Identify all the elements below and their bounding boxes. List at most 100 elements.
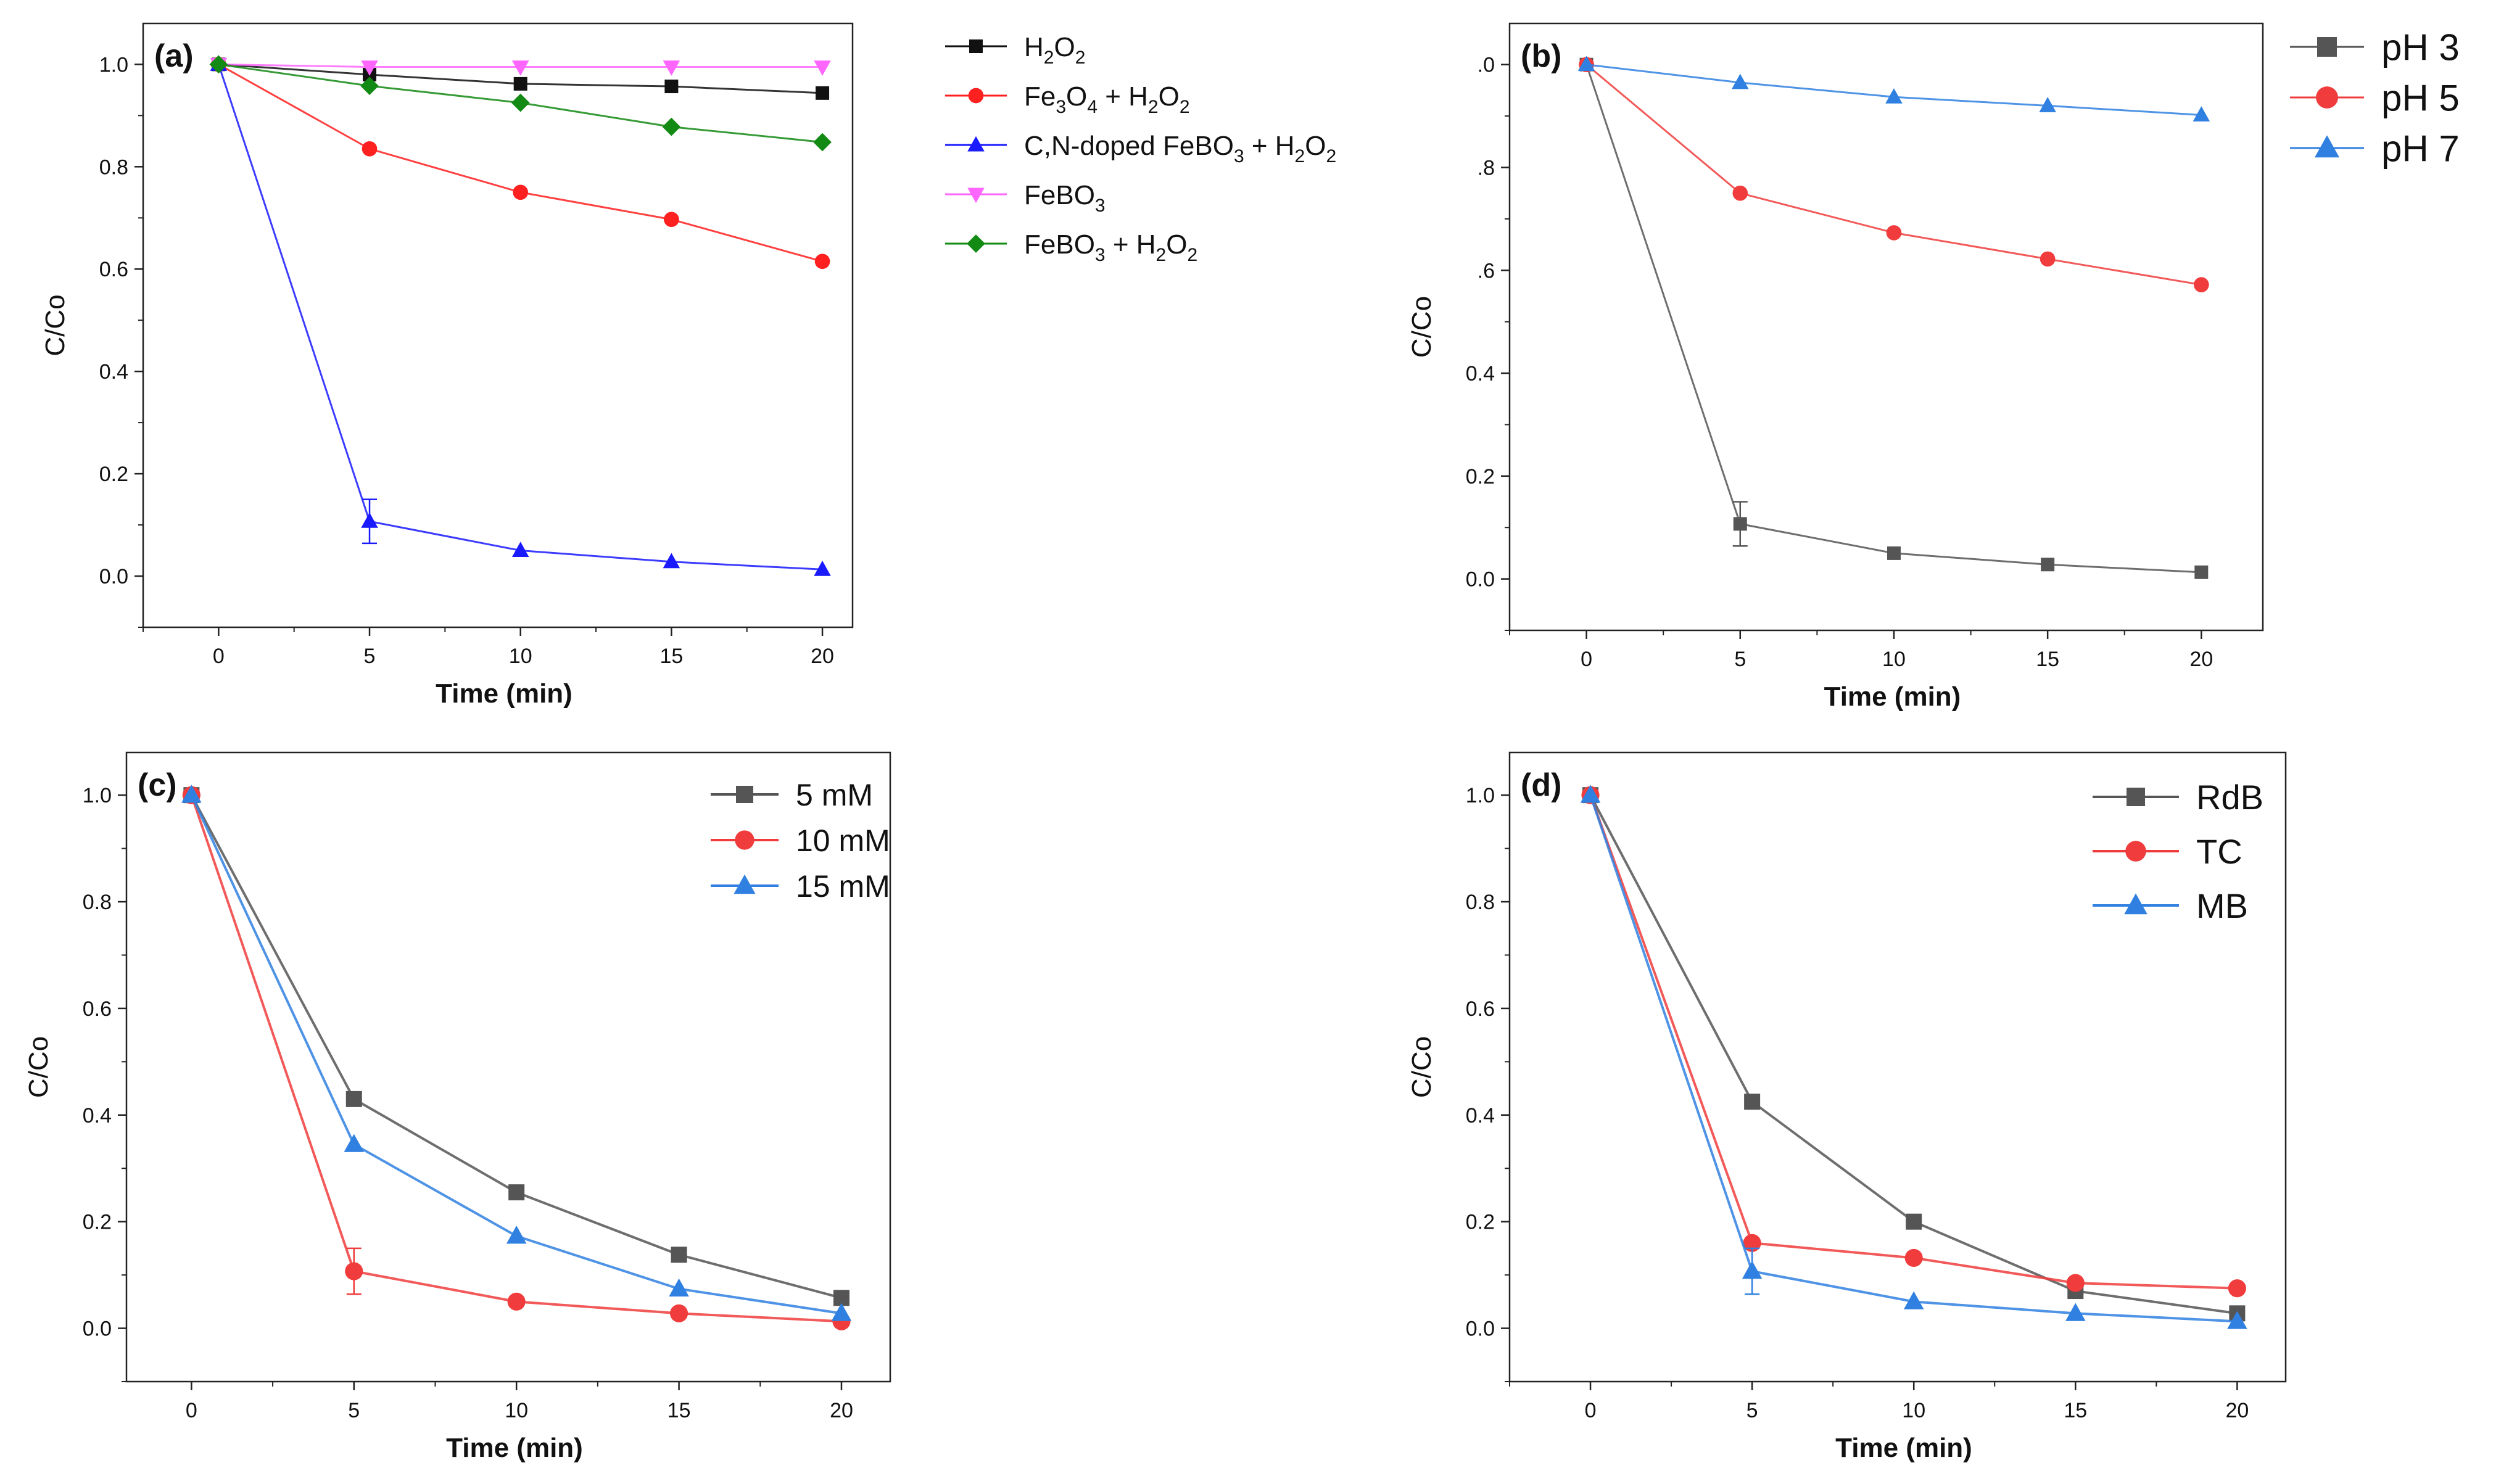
legend-item: pH 5 (2290, 78, 2460, 119)
data-point (814, 254, 830, 270)
data-point (2041, 558, 2055, 572)
data-point (360, 76, 379, 96)
x-tick-label: 20 (830, 1399, 853, 1422)
x-tick-label: 5 (364, 645, 376, 668)
y-tick-label: 0.6 (1466, 997, 1495, 1021)
legend-label: pH 3 (2381, 27, 2460, 68)
legend-text-part: + H (1106, 229, 1156, 260)
y-tick-label: .6 (1478, 259, 1495, 282)
data-point (2228, 1279, 2246, 1298)
legend-label: pH 7 (2381, 128, 2460, 170)
legend-text-part: O (1054, 32, 1075, 62)
series-line (190, 794, 842, 1300)
x-axis-label: Time (min) (436, 678, 572, 709)
panel-label: (a) (154, 38, 194, 74)
x-tick-label: 15 (668, 1399, 691, 1422)
chart-panel-b: 0 5 10 15 20 0.0 0.2 0.4 .6 .8 .0 Time (min) C/Co (b)… (1407, 22, 2460, 712)
legend-item: 15 mM (711, 869, 890, 904)
data-point (361, 60, 378, 76)
y-tick-label: 0.2 (99, 463, 128, 486)
data-point (513, 184, 529, 200)
legend-text-part: O (1166, 229, 1187, 260)
data-point (1742, 1261, 1763, 1279)
legend-item: 5 mM (711, 778, 873, 812)
series-mb (1580, 785, 2247, 1329)
legend-text-part: FeBO (1024, 180, 1095, 210)
y-tick-label: 0.4 (1466, 362, 1495, 385)
legend-subscript: 3 (1095, 245, 1106, 265)
legend-label: MB (2196, 886, 2248, 925)
chart-panel-a: 0 5 10 15 20 0.0 0.2 0.4 0.6 0.8 1.0 Time (min) C/Co… (40, 22, 1336, 709)
series-ph-7 (1577, 56, 2210, 122)
y-tick-label: 1.0 (99, 53, 128, 76)
legend-subscript: 2 (1187, 245, 1197, 265)
data-point (669, 1278, 689, 1296)
data-point (664, 80, 679, 94)
series-line (1589, 794, 2238, 1315)
x-tick-label: 10 (509, 645, 532, 668)
legend: 5 mM 10 mM 15 mM (711, 778, 890, 904)
chart-panel-d: 0 5 10 15 20 0.0 0.2 0.4 0.6 0.8 1.0 Time (min) C/Co… (1407, 751, 2287, 1463)
legend-marker (735, 830, 754, 850)
data-point (181, 785, 202, 803)
data-point (670, 1304, 688, 1322)
data-point (508, 1184, 525, 1201)
data-point (663, 553, 680, 569)
y-tick-label: 0.4 (83, 1104, 112, 1127)
series-ph-5 (1579, 57, 2209, 292)
x-tick-label: 0 (1581, 648, 1592, 671)
legend-item: FeBO3​ + H2​O2​ (945, 229, 1197, 265)
legend-item: H2​O2​ (945, 32, 1085, 68)
series-febo3-h2o2 (209, 55, 832, 152)
y-axis-label: C/Co (1407, 296, 1437, 358)
x-tick-label: 5 (1734, 648, 1746, 671)
legend-marker (2125, 841, 2146, 862)
legend-text-part: C,N-doped FeBO (1024, 131, 1234, 161)
series-febo3 (210, 57, 831, 76)
data-point (345, 1090, 362, 1107)
legend-subscript: 2 (1326, 146, 1336, 167)
data-point (511, 60, 529, 76)
legend-subscript: 2 (1075, 47, 1086, 68)
data-point (511, 542, 529, 558)
legend-item: FeBO3​ (945, 180, 1106, 216)
legend-label: TC (2196, 832, 2242, 871)
data-point (1580, 785, 1601, 803)
data-point (506, 1226, 527, 1244)
x-axis-label: Time (min) (1824, 682, 1961, 712)
x-tick-label: 0 (1585, 1399, 1597, 1422)
data-point (513, 76, 527, 91)
data-point (2066, 1274, 2085, 1292)
legend-label: 15 mM (796, 869, 890, 904)
data-point (1743, 1234, 1761, 1252)
legend-label: Fe3​O4​ + H2​O2​ (1024, 81, 1190, 117)
legend-text-part: FeBO (1024, 229, 1095, 260)
legend-marker (2316, 86, 2338, 109)
legend-marker (2127, 788, 2145, 806)
y-tick-label: 0.0 (99, 565, 128, 588)
legend-text-part: + H (1097, 81, 1148, 112)
y-tick-label: 0.4 (99, 360, 128, 384)
data-point (2039, 97, 2056, 112)
series-15-mm (181, 785, 852, 1321)
legend-subscript: 3 (1056, 97, 1066, 117)
legend-subscript: 2 (1156, 245, 1167, 265)
legend-subscript: 3 (1234, 146, 1244, 167)
data-point (663, 60, 680, 76)
legend-label: H2​O2​ (1024, 32, 1085, 68)
legend-text-part: Fe (1024, 81, 1056, 112)
data-point (1887, 546, 1901, 560)
legend: pH 3 pH 5 pH 7 (2290, 27, 2460, 170)
x-tick-label: 10 (505, 1399, 528, 1422)
legend-item: MB (2093, 886, 2248, 925)
data-point (209, 55, 228, 74)
legend-item: RdB (2093, 778, 2263, 817)
legend-label: RdB (2196, 778, 2263, 817)
data-point (813, 133, 832, 152)
data-point (1885, 88, 1903, 104)
data-point (662, 117, 681, 136)
data-point (2194, 277, 2209, 292)
legend: RdB TC MB (2093, 778, 2263, 925)
legend-item: C,N-doped FeBO3​ + H2​O2​ (945, 131, 1336, 167)
legend-subscript: 3 (1095, 196, 1106, 216)
